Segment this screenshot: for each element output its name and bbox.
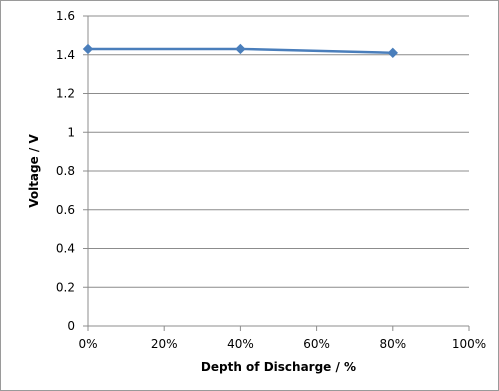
x-tick-labels: 0% 20% 40% 60% 80% 100% (78, 337, 486, 351)
x-tick-label: 20% (151, 337, 178, 351)
data-point-marker (82, 43, 94, 55)
x-tick-label: 80% (379, 337, 406, 351)
x-axis-title: Depth of Discharge / % (201, 360, 356, 374)
x-tick-label: 60% (303, 337, 330, 351)
y-tick-label: 1.4 (56, 48, 75, 62)
series-group (82, 43, 399, 59)
gridlines (88, 15, 469, 288)
data-point-marker (387, 47, 399, 59)
y-axis-title: Voltage / V (27, 134, 41, 208)
y-tick-label: 1 (67, 125, 75, 139)
y-tick-label: 0.8 (56, 164, 75, 178)
x-tick-label: 0% (78, 337, 97, 351)
x-tick-label: 40% (227, 337, 254, 351)
y-tick-labels: 0 0.2 0.4 0.6 0.8 1 1.2 1.4 1.6 (56, 9, 75, 333)
y-tick-label: 1.2 (56, 87, 75, 101)
data-point-marker (235, 43, 246, 55)
axes (83, 15, 470, 331)
y-tick-label: 1.6 (56, 9, 75, 23)
x-tick-label: 100% (452, 337, 486, 351)
y-tick-label: 0.6 (56, 203, 75, 217)
y-tick-label: 0 (67, 319, 75, 333)
y-tick-label: 0.4 (56, 242, 75, 256)
y-tick-label: 0.2 (56, 280, 75, 294)
